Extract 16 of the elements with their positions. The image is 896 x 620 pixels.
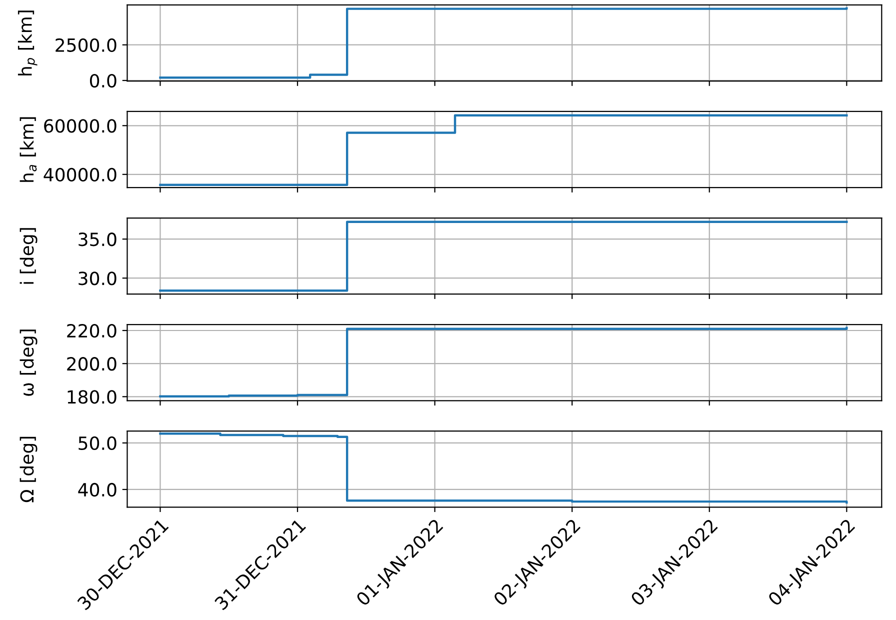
y-axis-title: i [deg] xyxy=(20,228,38,284)
y-tick-label: 50.0 xyxy=(78,436,116,450)
y-tick-label: 30.0 xyxy=(78,272,116,286)
y-tick-label: 2500.0 xyxy=(56,38,116,52)
y-tick-label: 180.0 xyxy=(68,390,116,404)
y-tick-label: 40000.0 xyxy=(44,168,116,182)
y-tick-label: 60000.0 xyxy=(44,119,116,133)
y-axis-title: h$_{a}$ [km] xyxy=(20,117,37,182)
y-axis-title: ω [deg] xyxy=(20,330,38,396)
y-axis-title: h$_{p}$ [km] xyxy=(18,10,38,76)
y-tick-label: 220.0 xyxy=(67,324,116,338)
y-tick-label: 40.0 xyxy=(78,482,116,497)
y-tick-label: 200.0 xyxy=(67,357,116,371)
y-axis-title: Ω [deg] xyxy=(20,436,38,502)
y-tick-label: 35.0 xyxy=(78,232,116,246)
y-tick-label: 0.0 xyxy=(90,74,116,88)
